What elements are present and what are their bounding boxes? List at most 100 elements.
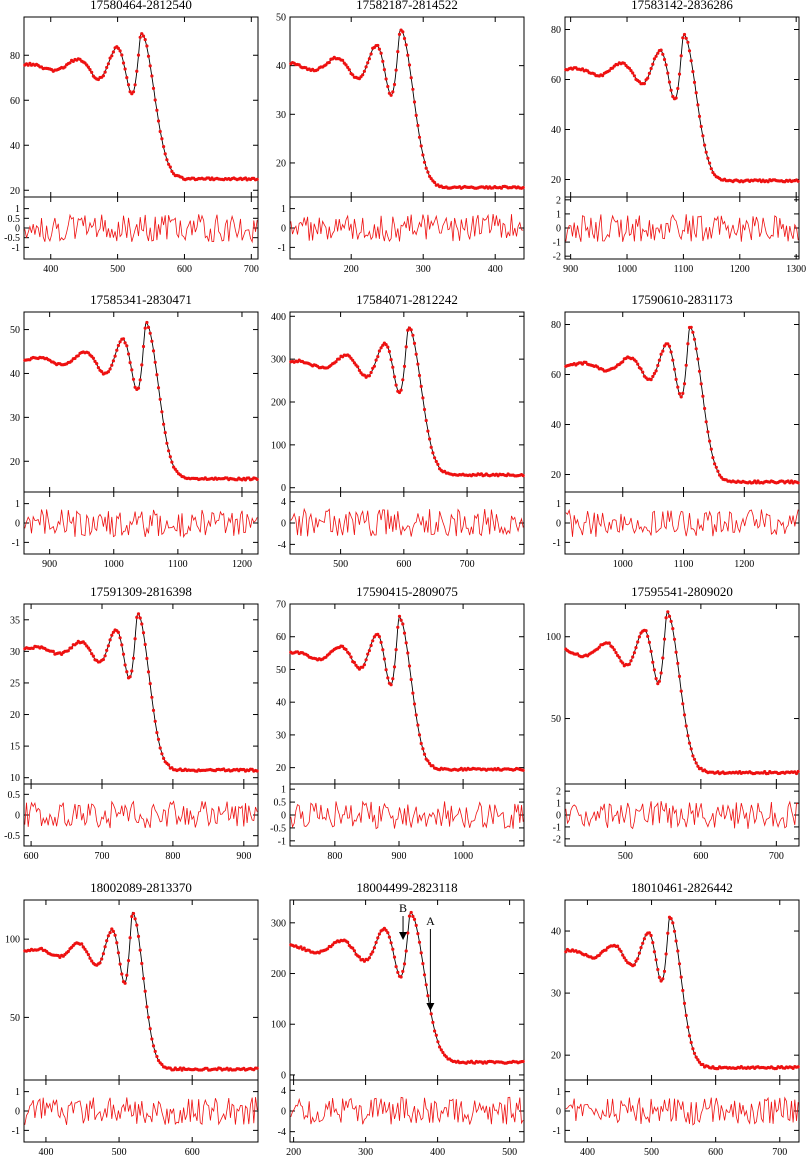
data-point (351, 73, 355, 77)
data-point (126, 352, 131, 356)
residual-tick-label: -1 (553, 538, 561, 549)
data-point (684, 1013, 688, 1018)
data-point (255, 477, 259, 481)
data-point (372, 635, 376, 639)
y-tick-label: 20 (276, 158, 286, 169)
x-tick-label: 600 (24, 851, 39, 862)
data-point (120, 972, 124, 976)
y-tick-label: 400 (271, 312, 286, 323)
data-point (417, 733, 422, 737)
data-point (255, 769, 259, 773)
data-point (684, 724, 688, 728)
main-plot-frame (289, 899, 525, 1081)
data-point (654, 958, 658, 962)
data-point (376, 632, 380, 637)
data-point (704, 150, 708, 154)
data-point (659, 48, 663, 52)
data-point (679, 975, 683, 979)
data-point (138, 35, 142, 39)
residual-tick-label: 0.5 (8, 790, 21, 801)
residual-tick-label: -4 (278, 1127, 286, 1138)
data-point (434, 1033, 438, 1037)
residual-line (565, 508, 799, 537)
x-tick-label: 1100 (674, 264, 694, 275)
data-point (391, 365, 395, 369)
data-point (621, 953, 625, 957)
data-point (391, 947, 395, 951)
data-point (651, 941, 655, 945)
residual-tick-label: -1 (553, 822, 561, 833)
x-tick-label: 600 (177, 264, 192, 275)
data-point (401, 622, 405, 626)
data-point (622, 61, 626, 65)
data-point (386, 84, 390, 89)
data-point (377, 47, 381, 51)
data-point (436, 462, 440, 466)
data-point (372, 946, 376, 950)
data-point (424, 983, 428, 987)
data-point (148, 64, 152, 68)
y-tick-label: 60 (551, 370, 561, 381)
data-point (412, 917, 417, 922)
data-point (101, 657, 105, 662)
data-point (105, 939, 109, 943)
data-point (111, 929, 115, 934)
data-point (376, 43, 380, 48)
data-point (521, 768, 525, 772)
data-point (714, 465, 718, 469)
data-point (110, 927, 114, 931)
data-point (679, 395, 683, 399)
data-point (352, 949, 356, 953)
data-point (145, 44, 149, 48)
data-point (691, 754, 695, 758)
data-point (411, 333, 415, 337)
data-point (404, 345, 408, 349)
data-point (644, 629, 648, 633)
data-point (669, 88, 673, 92)
data-point (146, 670, 151, 674)
y-tick-label: 50 (276, 13, 286, 24)
x-tick-label: 400 (38, 1147, 53, 1156)
data-point (391, 677, 395, 681)
data-point (651, 62, 655, 66)
y-tick-label: 80 (551, 25, 561, 36)
data-point (121, 61, 126, 65)
panel-title: 17582187-2814522 (356, 0, 458, 12)
y-tick-label: 70 (276, 600, 286, 611)
y-tick-label: 20 (551, 175, 561, 186)
x-tick-label: 1100 (168, 559, 188, 570)
data-point (686, 1025, 690, 1029)
data-point (686, 40, 690, 44)
data-point (692, 337, 697, 341)
residual-tick-label: 1 (556, 799, 561, 810)
model-fit-line (289, 616, 524, 770)
data-point (669, 619, 673, 624)
data-point (433, 456, 437, 460)
data-point (160, 137, 164, 141)
data-point (160, 752, 164, 756)
y-tick-label: 60 (10, 96, 20, 107)
data-point (652, 668, 657, 672)
data-point (130, 669, 134, 673)
model-fit-line (23, 911, 258, 1070)
data-point (155, 731, 159, 735)
data-point (334, 360, 338, 364)
data-point (652, 950, 657, 954)
data-point (111, 359, 115, 363)
data-point (162, 145, 166, 149)
data-point (85, 950, 89, 954)
residual-tick-label: -1 (12, 1126, 20, 1137)
data-point (699, 382, 703, 386)
data-point (76, 354, 80, 358)
data-point (677, 962, 682, 966)
data-point (657, 975, 662, 980)
panel-title: 17591309-2816398 (90, 584, 192, 599)
data-point (392, 665, 397, 669)
y-tick-label: 50 (276, 665, 286, 676)
data-point (141, 34, 146, 38)
data-point (689, 59, 693, 63)
main-plot-frame (23, 311, 259, 493)
data-point (422, 160, 427, 164)
data-point (696, 1058, 700, 1062)
data-point (656, 51, 660, 55)
